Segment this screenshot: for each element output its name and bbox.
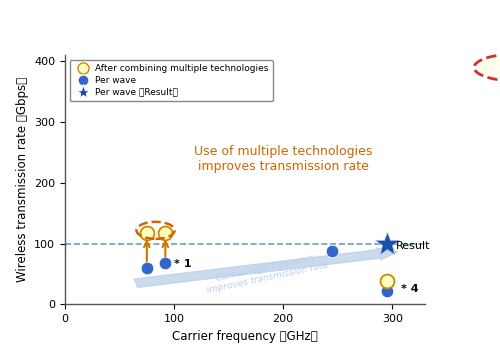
Ellipse shape (474, 54, 500, 81)
Legend: After combining multiple technologies, Per wave, Per wave （Result）: After combining multiple technologies, P… (70, 60, 272, 101)
Text: Result: Result (396, 241, 430, 251)
Text: * 4: * 4 (401, 284, 418, 294)
Text: Use of multiple technologies
improves transmission rate: Use of multiple technologies improves tr… (194, 145, 372, 173)
Text: * 1: * 1 (174, 259, 192, 269)
Y-axis label: Wireless transmission rate （Gbps）: Wireless transmission rate （Gbps） (16, 78, 28, 282)
Text: Carrier high frequency
improves transmission rate: Carrier high frequency improves transmis… (204, 251, 330, 295)
X-axis label: Carrier frequency （GHz）: Carrier frequency （GHz） (172, 330, 318, 343)
FancyArrow shape (134, 248, 398, 288)
